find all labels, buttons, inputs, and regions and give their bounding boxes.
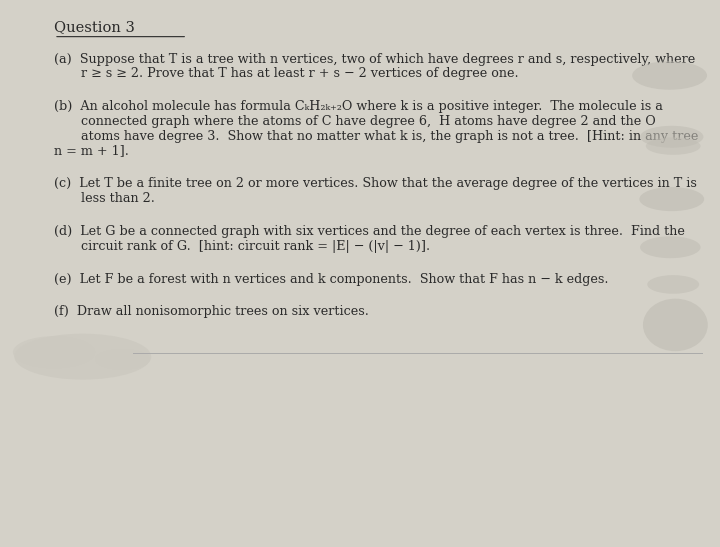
Ellipse shape — [14, 334, 151, 380]
Ellipse shape — [640, 126, 703, 148]
Ellipse shape — [13, 336, 95, 368]
Ellipse shape — [640, 236, 701, 258]
Text: atoms have degree 3.  Show that no matter what k is, the graph is not a tree.  [: atoms have degree 3. Show that no matter… — [81, 130, 698, 143]
Text: Question 3: Question 3 — [54, 20, 135, 34]
Text: (d)  Let G be a connected graph with six vertices and the degree of each vertex : (d) Let G be a connected graph with six … — [54, 225, 685, 238]
Text: (a)  Suppose that T is a tree with n vertices, two of which have degrees r and s: (a) Suppose that T is a tree with n vert… — [54, 53, 696, 66]
Ellipse shape — [95, 349, 150, 370]
Text: n = m + 1].: n = m + 1]. — [54, 144, 129, 158]
Ellipse shape — [639, 187, 704, 211]
Text: (b)  An alcohol molecule has formula CₖH₂ₖ₊₂O where k is a positive integer.  Th: (b) An alcohol molecule has formula CₖH₂… — [54, 100, 663, 113]
Text: (f)  Draw all nonisomorphic trees on six vertices.: (f) Draw all nonisomorphic trees on six … — [54, 305, 369, 318]
Ellipse shape — [643, 299, 708, 351]
Ellipse shape — [646, 137, 701, 155]
Text: circuit rank of G.  [hint: circuit rank = |E| − (|v| − 1)].: circuit rank of G. [hint: circuit rank =… — [81, 240, 431, 253]
Ellipse shape — [632, 61, 707, 90]
Ellipse shape — [647, 275, 699, 294]
Text: (c)  Let T be a finite tree on 2 or more vertices. Show that the average degree : (c) Let T be a finite tree on 2 or more … — [54, 177, 697, 190]
Text: connected graph where the atoms of C have degree 6,  H atoms have degree 2 and t: connected graph where the atoms of C hav… — [81, 115, 656, 128]
Text: (e)  Let F be a forest with n vertices and k components.  Show that F has n − k : (e) Let F be a forest with n vertices an… — [54, 272, 608, 286]
Text: less than 2.: less than 2. — [81, 192, 156, 205]
Text: r ≥ s ≥ 2. Prove that T has at least r + s − 2 vertices of degree one.: r ≥ s ≥ 2. Prove that T has at least r +… — [81, 67, 519, 80]
